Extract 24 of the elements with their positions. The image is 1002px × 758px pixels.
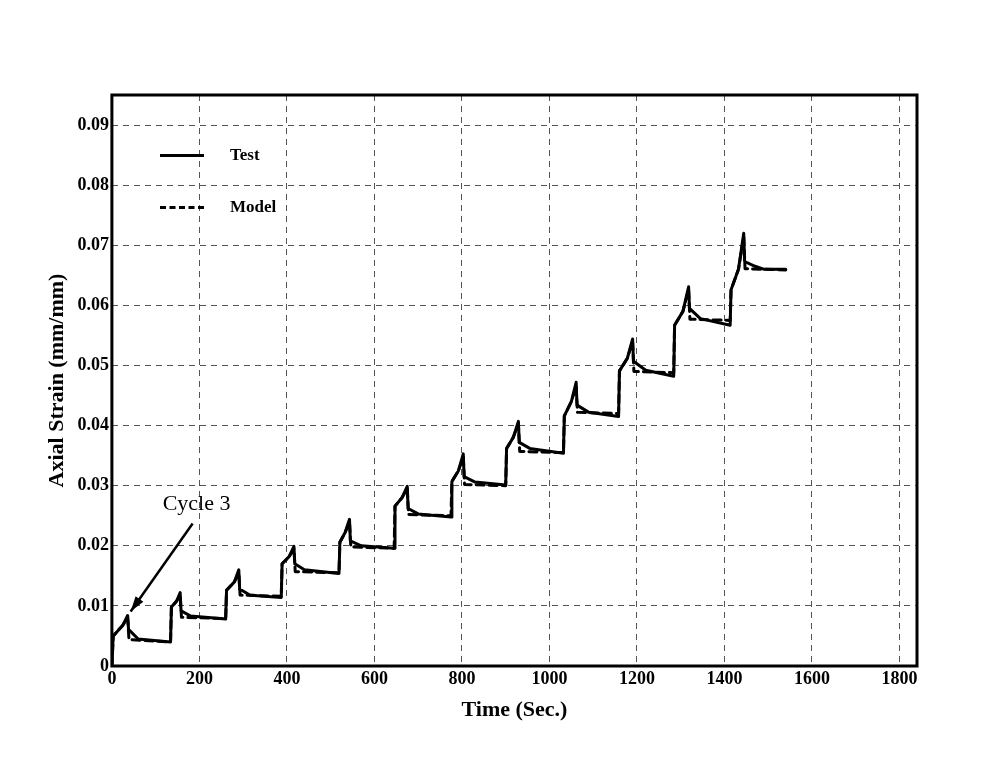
legend-label: Test bbox=[230, 145, 260, 165]
x-tick-label: 600 bbox=[360, 668, 388, 689]
legend-label: Model bbox=[230, 197, 277, 217]
y-tick-label: 0.05 bbox=[77, 354, 109, 375]
y-tick-label: 0.08 bbox=[77, 173, 109, 194]
x-tick-label: 1200 bbox=[618, 668, 655, 689]
y-tick-label: 0.02 bbox=[77, 534, 109, 555]
x-axis-title: Time (Sec.) bbox=[461, 696, 568, 722]
x-tick-label: 200 bbox=[185, 668, 213, 689]
y-tick-label: 0.04 bbox=[77, 414, 109, 435]
x-tick-label: 800 bbox=[448, 668, 476, 689]
y-axis-title: Axial Strain (mm/mm) bbox=[42, 273, 68, 488]
x-tick-label: 1000 bbox=[531, 668, 568, 689]
y-tick-label: 0.06 bbox=[77, 294, 109, 315]
y-tick-label: 0 bbox=[99, 654, 109, 675]
x-tick-label: 1400 bbox=[706, 668, 743, 689]
y-tick-label: 0.07 bbox=[77, 233, 109, 254]
y-tick-label: 0.03 bbox=[77, 474, 109, 495]
y-tick-label: 0.09 bbox=[77, 113, 109, 134]
x-tick-label: 1600 bbox=[793, 668, 830, 689]
annotation: Cycle 3 bbox=[162, 490, 231, 516]
x-tick-label: 400 bbox=[273, 668, 301, 689]
y-tick-label: 0.01 bbox=[77, 594, 109, 615]
x-tick-label: 1800 bbox=[881, 668, 918, 689]
